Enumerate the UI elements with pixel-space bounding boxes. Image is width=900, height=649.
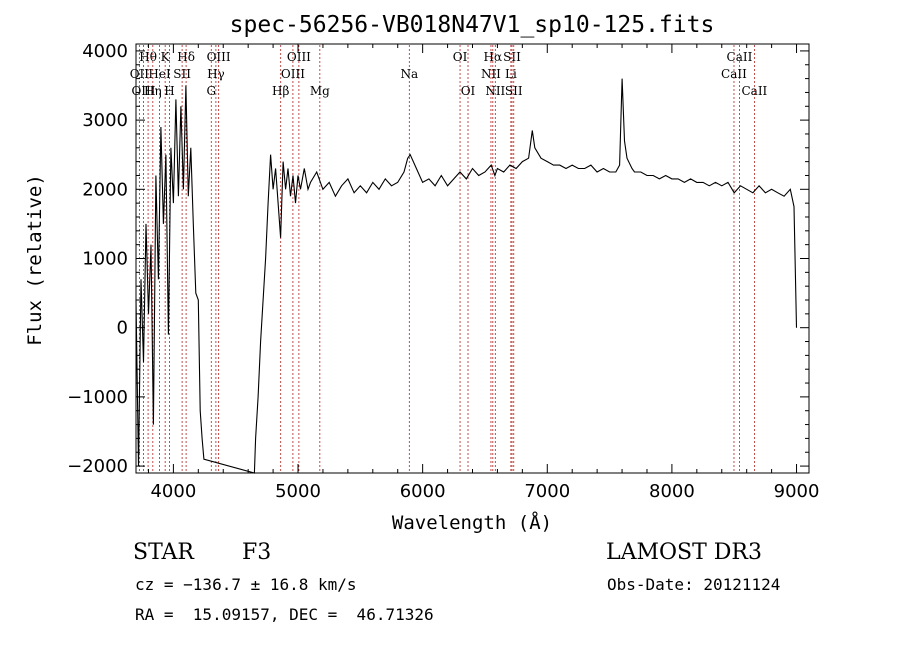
coordinates-readout: RA = 15.09157, DEC = 46.71326 bbox=[135, 605, 434, 624]
line-marker-label: CaII bbox=[741, 84, 767, 98]
y-tick-label: 4000 bbox=[82, 41, 128, 62]
chart-title: spec-56256-VB018N47V1_sp10-125.fits bbox=[230, 12, 715, 38]
y-tick-label: 3000 bbox=[82, 110, 128, 131]
x-axis-label: Wavelength (Å) bbox=[392, 511, 552, 534]
line-marker-label: Hθ bbox=[139, 50, 157, 64]
line-marker-label: Mg bbox=[310, 84, 330, 98]
y-axis-ticks: −2000 −1000 0 1000 2000 3000 4000 bbox=[67, 41, 809, 477]
velocity-readout: cz = −136.7 ± 16.8 km/s bbox=[135, 575, 357, 594]
line-marker-label: SII bbox=[505, 84, 523, 98]
line-marker-label: NII bbox=[485, 84, 505, 98]
spectrum-series-line bbox=[135, 78, 798, 474]
y-axis-label: Flux (relative) bbox=[24, 174, 46, 346]
line-marker-label: Li bbox=[505, 67, 517, 81]
y-tick-label: 1000 bbox=[82, 249, 128, 270]
line-marker-label: G bbox=[206, 84, 216, 98]
line-marker-label: OI bbox=[453, 50, 468, 64]
y-tick-label: −1000 bbox=[67, 387, 128, 408]
x-tick-label: 7000 bbox=[524, 481, 570, 502]
line-marker-label: Hδ bbox=[177, 50, 195, 64]
line-marker-label: Hβ bbox=[272, 84, 289, 98]
line-marker-label: Hη bbox=[144, 84, 162, 98]
y-tick-label: 2000 bbox=[82, 179, 128, 200]
line-marker-label: K bbox=[161, 50, 171, 64]
line-marker-label: Na bbox=[400, 67, 418, 81]
line-marker-label: OIII bbox=[207, 50, 231, 64]
x-tick-label: 8000 bbox=[649, 481, 695, 502]
y-tick-label: −2000 bbox=[67, 456, 128, 477]
line-marker-label: SII bbox=[503, 50, 521, 64]
line-marker-label: H bbox=[164, 84, 174, 98]
line-marker-label: CaII bbox=[727, 50, 753, 64]
x-tick-label: 6000 bbox=[400, 481, 446, 502]
x-axis-ticks: 4000 5000 6000 7000 8000 9000 bbox=[147, 44, 820, 502]
line-marker-label: OII bbox=[130, 67, 150, 81]
y-tick-label: 0 bbox=[117, 318, 128, 339]
line-marker-label: NII bbox=[481, 67, 501, 81]
object-class: STAR bbox=[133, 540, 194, 565]
line-marker-label: HeI bbox=[148, 67, 171, 81]
x-tick-label: 9000 bbox=[774, 481, 820, 502]
survey-name: LAMOST DR3 bbox=[606, 540, 762, 565]
line-marker-label: Hα bbox=[484, 50, 503, 64]
obs-date: Obs-Date: 20121124 bbox=[607, 575, 781, 594]
line-marker-label: Hγ bbox=[207, 67, 225, 81]
line-marker-label: OIII bbox=[281, 67, 305, 81]
line-marker-label: OI bbox=[461, 84, 476, 98]
line-marker-label: OIII bbox=[287, 50, 311, 64]
plot-frame bbox=[135, 43, 810, 474]
x-tick-label: 5000 bbox=[275, 481, 321, 502]
x-tick-label: 4000 bbox=[150, 481, 196, 502]
line-marker-label: SII bbox=[173, 67, 191, 81]
object-subclass: F3 bbox=[242, 540, 272, 565]
line-marker-label: OIII bbox=[131, 84, 155, 98]
line-marker-label: CaII bbox=[721, 67, 747, 81]
